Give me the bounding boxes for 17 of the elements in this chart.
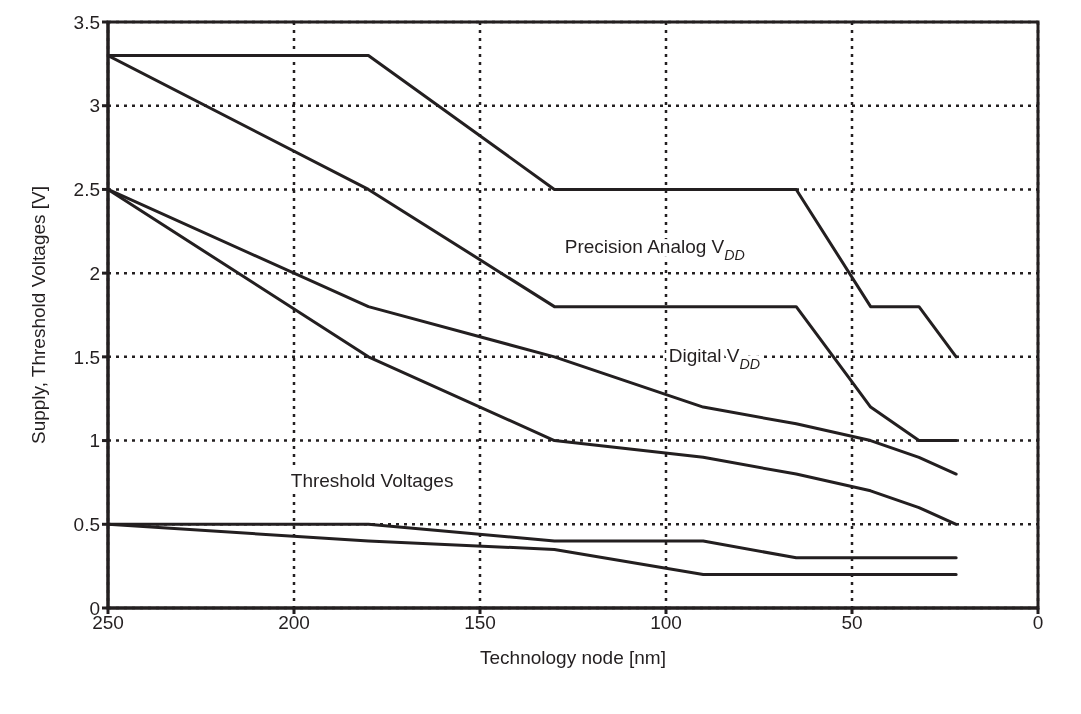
annotation: Threshold Voltages xyxy=(290,470,454,492)
y-tick-label: 1.5 xyxy=(73,346,100,368)
y-tick-label: 2 xyxy=(89,262,100,284)
y-tick-label: 3.5 xyxy=(73,11,100,33)
x-axis-title: Technology node [nm] xyxy=(480,647,666,668)
annotation: Digital V$_{DD}$ xyxy=(668,344,761,372)
y-axis-title: Supply, Threshold Voltages [V] xyxy=(27,185,49,445)
x-tick-label: 50 xyxy=(841,612,863,634)
y-tick-label: 2.5 xyxy=(73,179,100,201)
y-tick-label: 3 xyxy=(89,95,100,117)
x-tick-label: 0 xyxy=(1032,612,1044,634)
y-tick-label: 1 xyxy=(89,430,100,452)
x-tick-label: 200 xyxy=(278,612,310,634)
x-tick-label: 150 xyxy=(464,612,496,634)
x-tick-label: 100 xyxy=(650,612,682,634)
annotation: Precision Analog V$_{DD}$ xyxy=(564,236,745,263)
y-tick-label: 0.5 xyxy=(73,514,100,536)
